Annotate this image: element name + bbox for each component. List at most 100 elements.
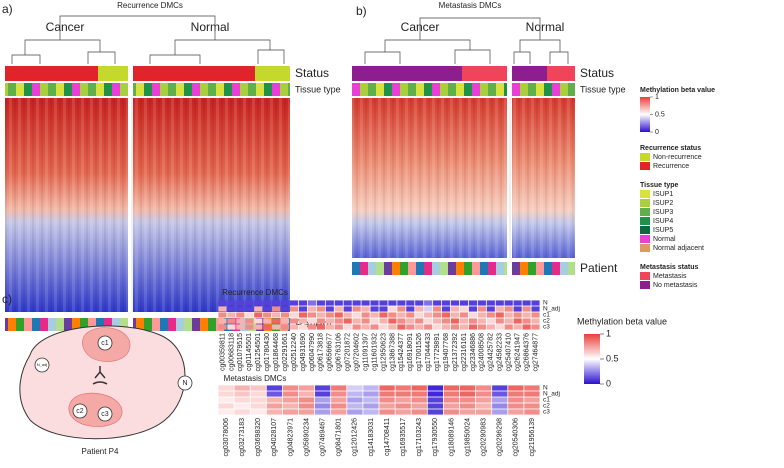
column-label: cg06047990 — [309, 333, 316, 372]
group-label: Normal — [191, 20, 230, 34]
column-label: cg19407768 — [443, 333, 450, 372]
heatmap-cell — [459, 306, 469, 312]
heatmap-cell — [395, 397, 411, 403]
heatmap-cell — [218, 409, 234, 415]
legend-label: ISUP5 — [653, 227, 673, 234]
heatmap-cell — [352, 300, 361, 306]
status-bar — [133, 66, 255, 81]
legend-swatch — [640, 272, 650, 280]
heatmap-cell — [513, 300, 522, 306]
heatmap-cell — [254, 300, 263, 306]
patient-bar — [512, 262, 575, 275]
heatmap-cell — [524, 385, 540, 391]
heatmap-cell — [343, 312, 352, 318]
panel-title: Recurrence DMCs — [117, 1, 183, 10]
heatmap-cell — [492, 391, 508, 397]
heatmap-cell — [388, 324, 397, 330]
heatmap-cell — [477, 312, 486, 318]
heatmap-cell — [254, 306, 263, 312]
heatmap-cell — [282, 397, 299, 403]
heatmap-cell — [468, 318, 477, 324]
heatmap-texture — [5, 98, 290, 312]
heatmap-cell — [334, 306, 343, 312]
heatmap-cell — [442, 306, 451, 312]
heatmap-cell — [443, 397, 460, 403]
status-bar — [512, 66, 547, 81]
status-bar — [98, 66, 128, 81]
heatmap-cell — [234, 409, 250, 415]
heatmap-cell — [433, 312, 442, 318]
legend-swatch — [640, 244, 650, 252]
heatmap-cell — [347, 409, 363, 415]
legend-swatch — [640, 217, 650, 225]
row-label: N — [543, 300, 548, 307]
heatmap-cell — [468, 324, 477, 330]
heatmap-cell — [245, 324, 254, 330]
heatmap-cell — [263, 306, 272, 312]
heatmap-cell — [524, 403, 540, 409]
heatmap-cell — [263, 300, 272, 306]
heatmap-cell — [266, 403, 282, 409]
heatmap-cell — [459, 391, 476, 397]
heatmap-cell — [504, 324, 513, 330]
heatmap-cell — [352, 312, 361, 318]
tissue-bar — [352, 83, 507, 96]
heatmap-cell — [476, 403, 492, 409]
heatmap-cell — [504, 318, 513, 324]
heatmap-cell — [307, 324, 316, 330]
heatmap-cell — [334, 324, 343, 330]
heatmap-cell — [411, 403, 427, 409]
urethra-icon — [92, 366, 108, 385]
row-label: c3 — [543, 409, 550, 416]
heatmap-cell — [379, 403, 395, 409]
heatmap-cell — [513, 318, 522, 324]
heatmap-cell — [272, 318, 281, 324]
heatmap-cell — [218, 403, 234, 409]
heatmap-cell — [250, 409, 266, 415]
heatmap-cell — [395, 409, 411, 415]
legend-title: Tissue type — [640, 182, 678, 189]
heatmap-cell — [442, 324, 451, 330]
heatmap-cell — [343, 324, 352, 330]
heatmap-cell — [397, 306, 406, 312]
column-label: cg07469467 — [319, 418, 326, 457]
heatmap-cell — [524, 391, 540, 397]
heatmap-cell — [433, 324, 442, 330]
heatmap-cell — [424, 300, 433, 306]
heatmap-cell — [379, 397, 395, 403]
heatmap-cell — [331, 403, 347, 409]
heatmap-cell — [508, 391, 524, 397]
column-label: cg04823971 — [287, 418, 294, 457]
heatmap-cell — [495, 306, 504, 312]
heatmap-cell — [443, 391, 460, 397]
column-label: cg21956139 — [529, 418, 536, 457]
heatmap-cell — [234, 403, 250, 409]
heatmap-cell — [218, 397, 234, 403]
heatmap-cell — [411, 391, 427, 397]
heatmap-cell — [415, 312, 424, 318]
heatmap-cell — [227, 312, 236, 318]
column-label: cg16935517 — [400, 418, 407, 457]
heatmap-cell — [495, 318, 504, 324]
heatmap-cell — [522, 324, 531, 330]
tick-label: 0.5 — [606, 353, 619, 363]
sample-label: c1 — [101, 340, 109, 347]
heatmap-cell — [459, 312, 469, 318]
heatmap-cell — [245, 306, 254, 312]
heatmap-title: Metastasis DMCs — [224, 374, 287, 383]
heatmap-cell — [315, 397, 331, 403]
heatmap-cell — [379, 324, 388, 330]
heatmap-cell — [363, 397, 379, 403]
heatmap-cell — [352, 306, 361, 312]
column-label: cg26864376 — [523, 333, 530, 372]
sample-circle — [97, 406, 113, 422]
heatmap-cell — [492, 385, 508, 391]
heatmap-cell — [218, 391, 234, 397]
row-label: c2 — [543, 403, 550, 410]
heatmap-cell — [433, 306, 442, 312]
sample-label: N_adj — [37, 362, 48, 367]
heatmap-cell — [272, 324, 281, 330]
heatmap-cell — [450, 318, 460, 324]
column-label: cg14183031 — [368, 418, 375, 457]
